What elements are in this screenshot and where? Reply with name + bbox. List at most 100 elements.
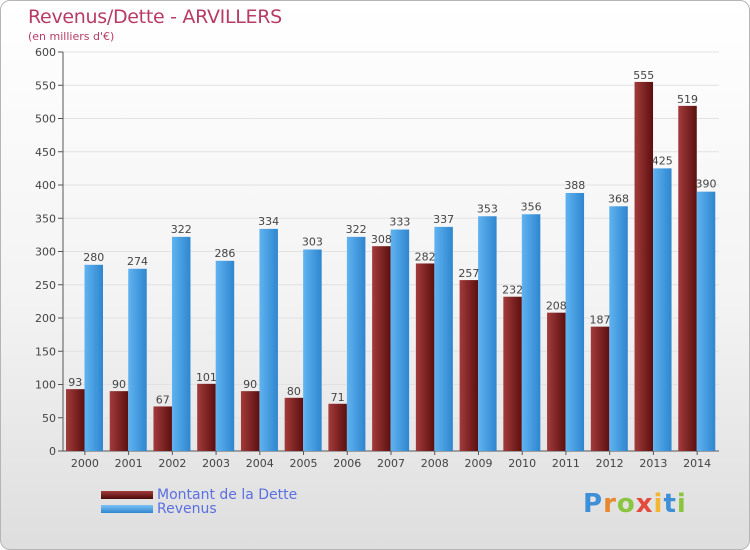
bar-debt: [547, 312, 566, 451]
bar-debt: [240, 391, 260, 451]
bar-revenue: [215, 260, 235, 451]
data-label-debt: 71: [331, 391, 345, 404]
bar-revenue: [259, 228, 278, 451]
data-label-debt: 308: [371, 233, 392, 246]
y-tick-label: 200: [35, 312, 56, 325]
chart-title: Revenus/Dette - ARVILLERS: [28, 6, 282, 28]
bar-debt: [328, 403, 347, 451]
data-label-debt: 80: [287, 385, 301, 398]
y-tick-label: 300: [35, 246, 56, 259]
bar-revenue: [171, 236, 191, 451]
data-label-revenue: 390: [696, 178, 717, 191]
legend-item-revenue: Revenus: [101, 501, 217, 517]
bar-revenue: [478, 216, 497, 451]
proxiti-logo: Proxiti: [583, 489, 687, 519]
bar-revenue: [565, 192, 585, 452]
y-tick-label: 550: [35, 79, 56, 92]
data-label-revenue: 333: [389, 216, 410, 229]
data-label-debt: 257: [458, 267, 479, 280]
y-tick-label: 0: [49, 445, 56, 458]
data-label-revenue: 303: [302, 236, 323, 249]
x-tick-label: 2001: [115, 457, 143, 470]
bar-debt: [109, 391, 129, 451]
bar-debt: [153, 406, 172, 451]
x-tick-label: 2006: [333, 457, 361, 470]
legend-label-revenue: Revenus: [157, 501, 217, 517]
legend-swatch-debt: [101, 491, 153, 499]
legend-label-debt: Montant de la Dette: [157, 487, 298, 503]
data-label-debt: 208: [546, 300, 567, 313]
data-label-debt: 101: [196, 371, 217, 384]
logo-letter: i: [653, 489, 664, 519]
data-label-revenue: 368: [608, 192, 629, 205]
bar-debt: [590, 326, 610, 451]
logo-letter: o: [616, 489, 636, 519]
bar-revenue: [521, 214, 541, 451]
data-label-revenue: 322: [346, 223, 367, 236]
y-tick-label: 450: [35, 146, 56, 159]
bar-debt: [197, 383, 216, 451]
y-tick-label: 150: [35, 345, 56, 358]
legend-swatch-revenue: [101, 505, 153, 513]
data-label-revenue: 388: [564, 179, 585, 192]
data-label-revenue: 286: [214, 247, 235, 260]
logo-letter: t: [663, 489, 677, 519]
y-tick-label: 500: [35, 113, 56, 126]
data-label-revenue: 274: [127, 255, 148, 268]
x-tick-label: 2005: [290, 457, 318, 470]
x-tick-label: 2003: [202, 457, 230, 470]
bar-debt: [459, 280, 479, 451]
bar-debt: [66, 389, 85, 451]
bar-revenue: [128, 268, 147, 451]
bar-revenue: [346, 236, 366, 451]
data-label-debt: 232: [502, 284, 523, 297]
x-tick-label: 2014: [683, 457, 711, 470]
x-tick-label: 2007: [377, 457, 405, 470]
data-label-revenue: 356: [521, 200, 542, 213]
bar-debt: [503, 296, 522, 451]
chart-subtitle: (en milliers d'€): [28, 30, 115, 43]
y-tick-label: 400: [35, 179, 56, 192]
data-label-debt: 187: [590, 314, 611, 327]
logo-letter: P: [583, 489, 604, 519]
bar-debt: [372, 246, 391, 451]
bar-debt: [415, 263, 435, 451]
data-label-debt: 93: [68, 376, 82, 389]
y-tick-label: 600: [35, 46, 56, 59]
x-tick-label: 2009: [464, 457, 492, 470]
y-tick-label: 250: [35, 279, 56, 292]
data-label-debt: 90: [112, 378, 126, 391]
data-label-revenue: 280: [83, 251, 104, 264]
bar-revenue: [696, 191, 716, 451]
bar-revenue: [84, 264, 103, 451]
x-tick-label: 2013: [639, 457, 667, 470]
data-label-revenue: 353: [477, 202, 498, 215]
logo-letter: r: [603, 489, 617, 519]
x-tick-label: 2002: [158, 457, 186, 470]
y-tick-label: 100: [35, 379, 56, 392]
bar-debt: [284, 397, 304, 451]
x-tick-label: 2000: [71, 457, 99, 470]
data-label-revenue: 322: [171, 223, 192, 236]
data-label-debt: 519: [677, 93, 698, 106]
x-tick-label: 2010: [508, 457, 536, 470]
y-tick-label: 50: [42, 412, 56, 425]
bar-revenue: [609, 206, 628, 451]
bar-debt: [634, 81, 654, 452]
bar-revenue: [653, 168, 672, 451]
data-label-debt: 282: [415, 250, 436, 263]
legend-item-debt: Montant de la Dette: [101, 487, 297, 503]
bar-revenue: [434, 226, 453, 451]
data-label-revenue: 337: [433, 213, 454, 226]
data-label-revenue: 334: [258, 215, 279, 228]
bar-debt: [678, 105, 697, 452]
data-label-revenue: 425: [652, 154, 673, 167]
logo-letter: x: [635, 489, 654, 519]
x-tick-label: 2008: [421, 457, 449, 470]
y-tick-label: 350: [35, 212, 56, 225]
bar-revenue: [303, 249, 322, 451]
bar-revenue: [390, 229, 410, 451]
data-label-debt: 555: [633, 69, 654, 82]
